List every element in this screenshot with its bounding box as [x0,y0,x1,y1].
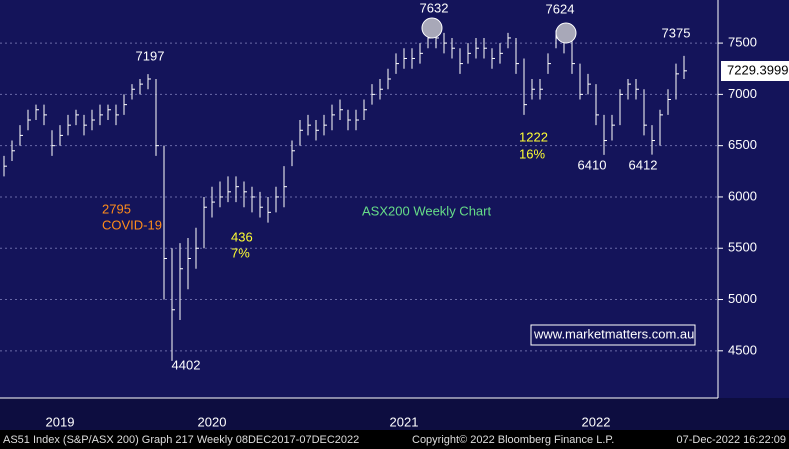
data-label: 7197 [136,48,165,63]
data-label: 7624 [546,1,575,16]
y-tick-label: 4500 [728,342,757,357]
x-tick-label: 2022 [582,414,611,429]
y-tick-label: 6500 [728,137,757,152]
annotation: ASX200 Weekly Chart [362,203,491,218]
footer-center: Copyright© 2022 Bloomberg Finance L.P. [412,434,614,446]
data-label: 4402 [172,357,201,372]
annotation: 7% [231,245,250,260]
annotation: 2795 [102,201,131,216]
last-price: 7229.3999 [727,62,788,77]
data-label: 6412 [629,157,658,172]
last-price-box [721,61,789,81]
y-tick-label: 5000 [728,291,757,306]
x-tick-label: 2020 [198,414,227,429]
bars [3,29,687,361]
y-tick-label: 7000 [728,86,757,101]
y-tick-label: 7500 [728,35,757,50]
data-label: 7632 [420,0,449,15]
footer-right: 07-Dec-2022 16:22:09 [677,434,786,446]
data-label: 7375 [662,25,691,40]
data-label: 6410 [578,157,607,172]
watermark: www.marketmatters.com.au [533,326,694,341]
annotation: COVID-19 [102,217,162,232]
y-tick-label: 5500 [728,240,757,255]
footer-strip [0,430,789,449]
peak-marker [555,22,577,44]
x-tick-label: 2019 [46,414,75,429]
footer-left: AS51 Index (S&P/ASX 200) Graph 217 Weekl… [3,434,359,446]
watermark-box [530,324,696,346]
annotation: 1222 [519,129,548,144]
y-tick-label: 6000 [728,188,757,203]
peak-marker [421,17,443,39]
x-tick-label: 2021 [390,414,419,429]
x-axis-strip [0,398,789,430]
annotation: 16% [519,146,545,161]
annotation: 436 [231,229,253,244]
